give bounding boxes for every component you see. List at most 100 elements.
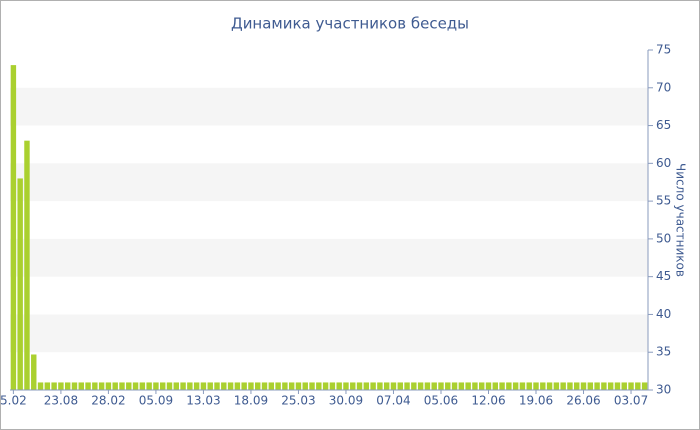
y-tick-label: 45 bbox=[656, 269, 671, 283]
x-tick-label: 19.06 bbox=[519, 394, 553, 408]
bar bbox=[207, 382, 213, 390]
bar bbox=[635, 382, 641, 390]
x-tick-label: 03.07 bbox=[614, 394, 648, 408]
bar bbox=[363, 382, 370, 390]
x-tick-label: 23.08 bbox=[44, 394, 78, 408]
bar bbox=[478, 382, 485, 390]
bar bbox=[64, 382, 71, 390]
bar bbox=[424, 382, 431, 390]
bar bbox=[445, 382, 451, 390]
bar bbox=[10, 65, 17, 390]
bar bbox=[621, 382, 627, 390]
grid-band bbox=[10, 238, 648, 277]
grid-band bbox=[10, 163, 648, 202]
bar bbox=[580, 382, 587, 390]
bar bbox=[526, 382, 532, 390]
bar bbox=[417, 382, 424, 390]
bar bbox=[119, 382, 125, 390]
y-tick-label: 40 bbox=[656, 307, 671, 321]
bar bbox=[519, 382, 526, 390]
bar bbox=[139, 382, 146, 390]
y-tick-label: 35 bbox=[656, 345, 671, 359]
bar bbox=[85, 382, 91, 390]
bar bbox=[132, 382, 139, 390]
bar bbox=[153, 382, 159, 390]
grid-band bbox=[10, 87, 648, 126]
grid-band bbox=[10, 314, 648, 353]
bar bbox=[261, 382, 268, 390]
x-tick-label: 07.04 bbox=[376, 394, 410, 408]
bar bbox=[411, 382, 417, 390]
bar bbox=[288, 382, 295, 390]
bar bbox=[126, 382, 132, 390]
bar bbox=[438, 382, 444, 390]
bar bbox=[159, 382, 166, 390]
bar bbox=[485, 382, 492, 390]
x-tick-label: 26.06 bbox=[566, 394, 600, 408]
bar bbox=[302, 382, 308, 390]
x-tick-label: 05.06 bbox=[424, 394, 458, 408]
x-tick-label: 05.09 bbox=[139, 394, 173, 408]
bar bbox=[31, 354, 37, 390]
bar bbox=[227, 382, 234, 390]
y-tick-label: 75 bbox=[656, 43, 671, 57]
bar bbox=[200, 382, 207, 390]
bar bbox=[499, 382, 505, 390]
bar bbox=[241, 382, 247, 390]
x-tick-label: 18.09 bbox=[234, 394, 268, 408]
bar bbox=[112, 382, 118, 390]
bar bbox=[574, 382, 580, 390]
bar bbox=[51, 382, 57, 390]
x-tick-label: 30.09 bbox=[329, 394, 363, 408]
bar bbox=[546, 382, 553, 390]
bar bbox=[506, 382, 512, 390]
bar bbox=[451, 382, 458, 390]
bar bbox=[78, 382, 84, 390]
bar bbox=[492, 382, 499, 390]
bar bbox=[268, 382, 275, 390]
bar bbox=[98, 382, 105, 390]
bands bbox=[10, 87, 648, 353]
bar bbox=[397, 382, 403, 390]
bar bbox=[472, 382, 478, 390]
bar bbox=[105, 382, 112, 390]
bar bbox=[587, 382, 594, 390]
marks bbox=[10, 65, 648, 390]
bar bbox=[641, 382, 648, 390]
bar bbox=[275, 382, 281, 390]
bar bbox=[282, 382, 288, 390]
bar bbox=[71, 382, 78, 390]
bar bbox=[193, 382, 200, 390]
y-tick-label: 65 bbox=[656, 118, 671, 132]
x-tick-label: 5.02 bbox=[0, 394, 27, 408]
bar bbox=[383, 382, 390, 390]
bar bbox=[234, 382, 241, 390]
bar bbox=[370, 382, 376, 390]
bar bbox=[214, 382, 220, 390]
x-tick-label: 25.03 bbox=[281, 394, 315, 408]
bar bbox=[92, 382, 98, 390]
x-tick-label: 28.02 bbox=[91, 394, 125, 408]
bar bbox=[17, 178, 23, 390]
bar bbox=[458, 382, 465, 390]
bar bbox=[601, 382, 607, 390]
bar bbox=[146, 382, 152, 390]
bar bbox=[180, 382, 186, 390]
bar bbox=[614, 382, 621, 390]
bar bbox=[377, 382, 383, 390]
bar bbox=[390, 382, 397, 390]
bar bbox=[166, 382, 173, 390]
bar bbox=[44, 382, 51, 390]
bar bbox=[37, 382, 44, 390]
bar bbox=[540, 382, 546, 390]
y-tick-label: 50 bbox=[656, 231, 671, 245]
x-tick-label: 12.06 bbox=[471, 394, 505, 408]
y-tick-label: 70 bbox=[656, 80, 671, 94]
bar bbox=[295, 382, 302, 390]
bar bbox=[465, 382, 471, 390]
bar bbox=[553, 382, 560, 390]
bar bbox=[336, 382, 342, 390]
bar bbox=[628, 382, 634, 390]
